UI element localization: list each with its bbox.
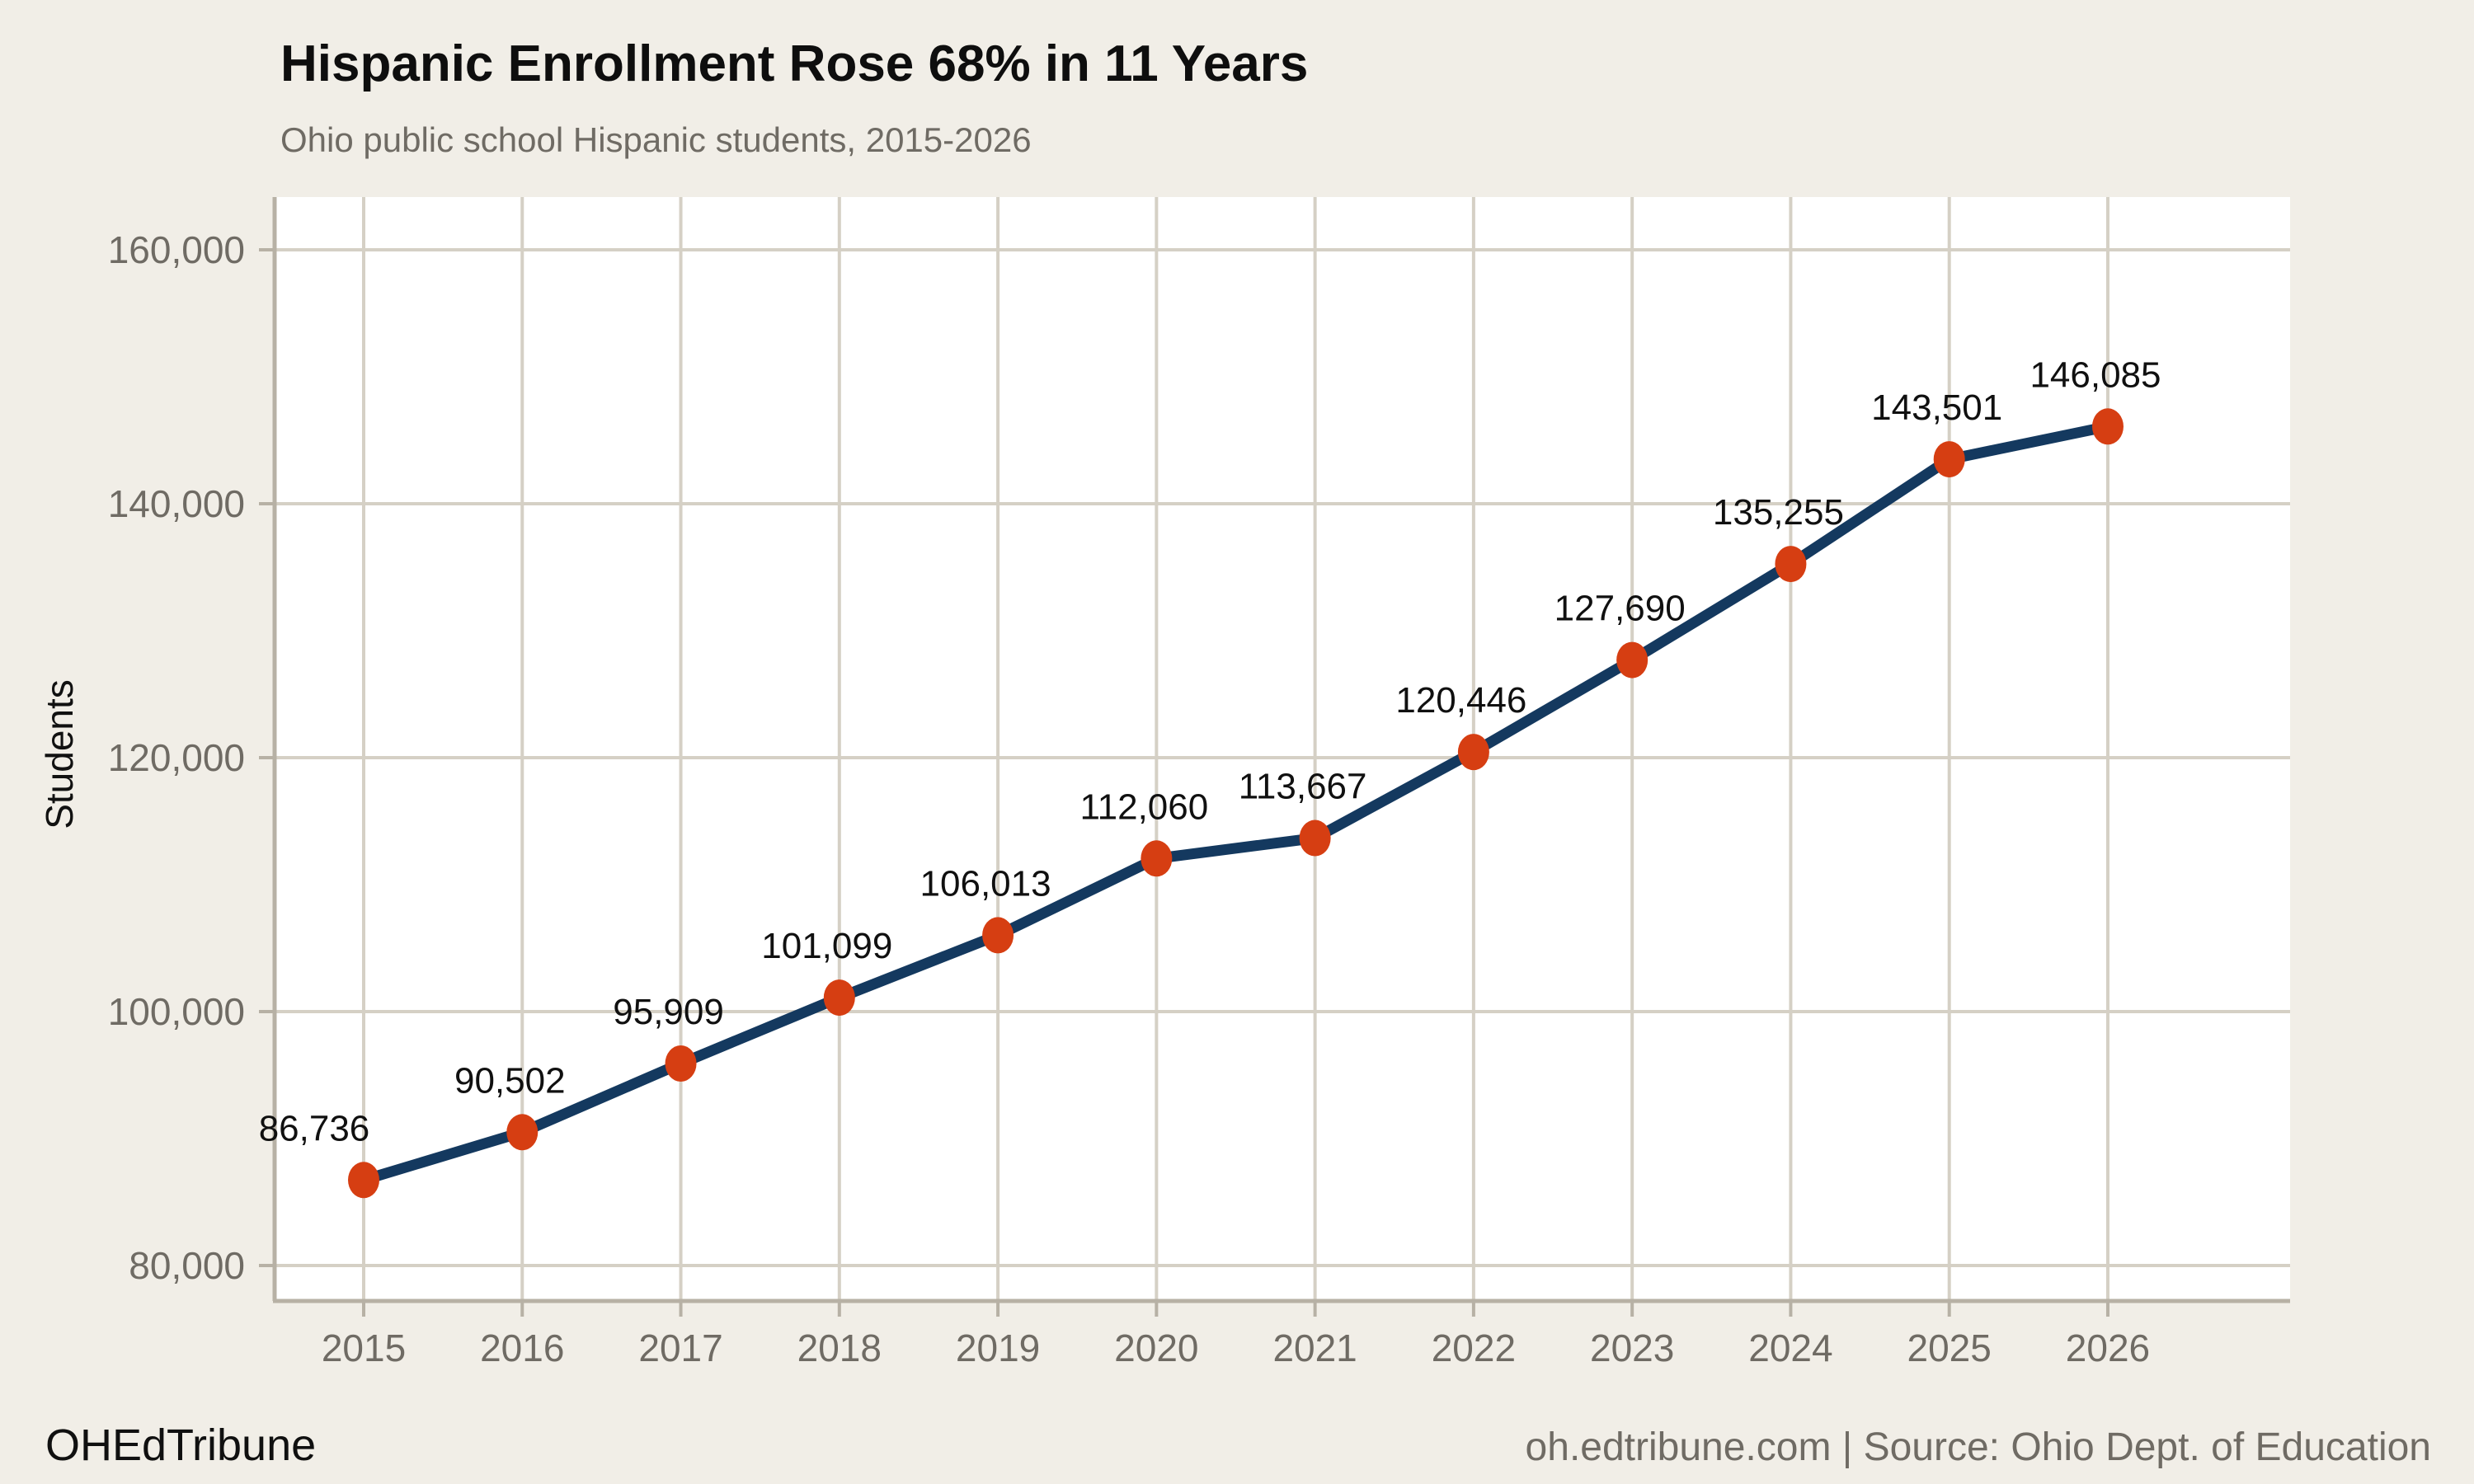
x-tick-label-2026: 2026 <box>2066 1327 2150 1369</box>
chart-subtitle: Ohio public school Hispanic students, 20… <box>280 120 1032 159</box>
data-label-2018: 101,099 <box>761 926 892 966</box>
data-point-2022 <box>1457 734 1489 771</box>
brand-mark: OHEdTribune <box>45 1421 317 1470</box>
data-point-2015 <box>348 1162 379 1199</box>
x-tick-label-2023: 2023 <box>1590 1327 1674 1369</box>
y-tick-label-160000: 160,000 <box>108 228 245 271</box>
data-label-2016: 90,502 <box>454 1060 566 1101</box>
data-point-2026 <box>2091 408 2124 445</box>
x-tick-label-2017: 2017 <box>638 1327 722 1369</box>
data-label-2015: 86,736 <box>259 1108 370 1148</box>
data-point-2021 <box>1299 819 1331 857</box>
data-point-2023 <box>1616 641 1649 679</box>
y-tick-label-80000: 80,000 <box>129 1244 245 1287</box>
x-tick-label-2018: 2018 <box>797 1327 882 1369</box>
series-line <box>358 420 2114 1186</box>
x-tick-label-2021: 2021 <box>1272 1327 1357 1369</box>
data-label-2026: 146,085 <box>2030 355 2161 395</box>
data-label-2019: 106,013 <box>920 863 1051 904</box>
data-point-2019 <box>982 917 1014 954</box>
plot-area <box>275 197 2290 1301</box>
x-tick-label-2019: 2019 <box>956 1327 1040 1369</box>
data-label-2025: 143,501 <box>1871 387 2002 428</box>
chart-title: Hispanic Enrollment Rose 68% in 11 Years <box>280 35 1309 92</box>
x-tick-label-2015: 2015 <box>322 1327 406 1369</box>
y-tick-label-100000: 100,000 <box>108 990 245 1033</box>
x-tick-label-2025: 2025 <box>1907 1327 1992 1369</box>
y-tick-label-120000: 120,000 <box>108 736 245 779</box>
data-point-2018 <box>823 979 855 1017</box>
data-point-2025 <box>1933 441 1965 478</box>
data-label-2022: 120,446 <box>1395 680 1526 721</box>
data-label-2017: 95,909 <box>613 992 724 1032</box>
data-label-2024: 135,255 <box>1713 492 1844 533</box>
data-label-2020: 112,060 <box>1079 787 1208 827</box>
x-tick-label-2022: 2022 <box>1432 1327 1516 1369</box>
source-attribution: oh.edtribune.com | Source: Ohio Dept. of… <box>1525 1425 2431 1469</box>
data-point-2020 <box>1141 840 1173 877</box>
data-label-2023: 127,690 <box>1554 589 1686 629</box>
x-tick-label-2020: 2020 <box>1114 1327 1198 1369</box>
x-tick-label-2016: 2016 <box>480 1327 564 1369</box>
data-point-2016 <box>506 1114 539 1151</box>
y-tick-label-140000: 140,000 <box>108 482 245 525</box>
x-tick-label-2024: 2024 <box>1748 1327 1832 1369</box>
data-point-2024 <box>1775 546 1807 583</box>
data-label-2021: 113,667 <box>1239 767 1367 807</box>
data-point-2017 <box>665 1045 697 1082</box>
